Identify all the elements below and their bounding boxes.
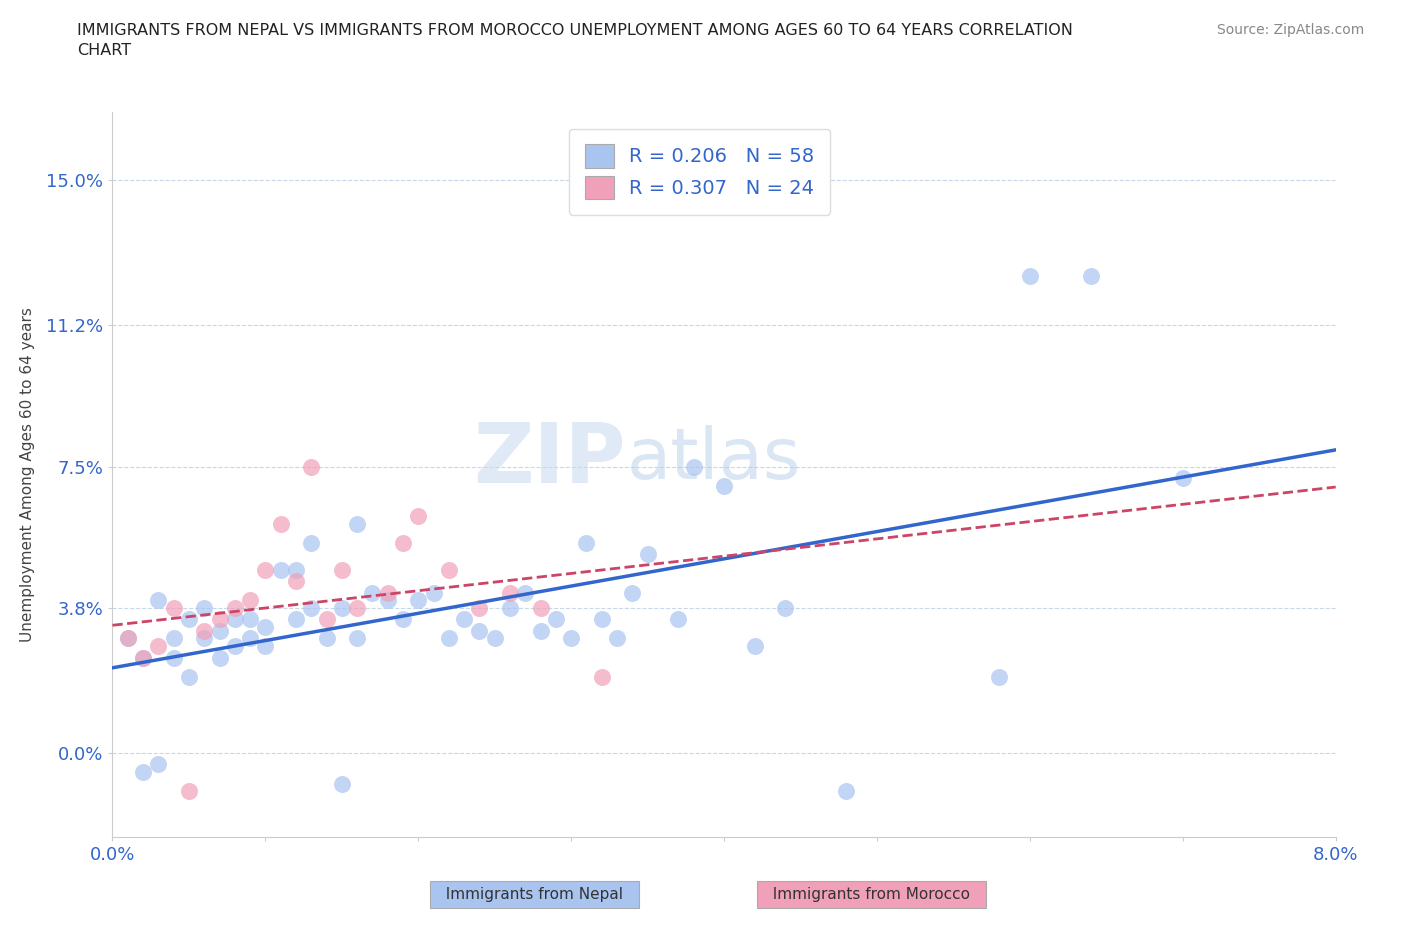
Point — [529, 623, 551, 638]
Point — [515, 585, 537, 600]
Point — [299, 601, 322, 616]
Point — [224, 639, 246, 654]
Point — [148, 639, 170, 654]
Point — [377, 592, 399, 607]
Point — [208, 650, 231, 665]
Point — [193, 623, 215, 638]
Point — [591, 670, 613, 684]
Point — [408, 592, 430, 607]
Point — [315, 631, 337, 646]
Y-axis label: Unemployment Among Ages 60 to 64 years: Unemployment Among Ages 60 to 64 years — [20, 307, 35, 642]
Point — [177, 612, 200, 627]
Point — [208, 623, 231, 638]
Point — [132, 650, 155, 665]
Point — [392, 612, 415, 627]
Point — [132, 764, 155, 779]
Point — [284, 574, 308, 589]
Point — [270, 516, 292, 531]
Point — [254, 619, 277, 634]
Point — [437, 631, 460, 646]
Point — [377, 585, 399, 600]
Point — [606, 631, 628, 646]
Point — [392, 536, 415, 551]
Point — [591, 612, 613, 627]
Legend: R = 0.206   N = 58, R = 0.307   N = 24: R = 0.206 N = 58, R = 0.307 N = 24 — [569, 128, 830, 215]
Point — [1171, 471, 1194, 485]
Point — [499, 585, 522, 600]
Point — [163, 631, 186, 646]
Point — [666, 612, 689, 627]
Point — [254, 563, 277, 578]
Point — [544, 612, 567, 627]
Point — [315, 612, 337, 627]
Point — [163, 601, 186, 616]
Point — [468, 601, 491, 616]
Point — [988, 670, 1011, 684]
Point — [270, 563, 292, 578]
Point — [346, 601, 368, 616]
Point — [284, 612, 308, 627]
Point — [560, 631, 582, 646]
Point — [437, 563, 460, 578]
Point — [163, 650, 186, 665]
Point — [254, 639, 277, 654]
Point — [529, 601, 551, 616]
Point — [637, 547, 659, 562]
Point — [239, 592, 262, 607]
Point — [835, 784, 858, 799]
Point — [239, 631, 262, 646]
Text: Immigrants from Morocco: Immigrants from Morocco — [763, 887, 980, 902]
Point — [484, 631, 506, 646]
Point — [177, 784, 200, 799]
Text: IMMIGRANTS FROM NEPAL VS IMMIGRANTS FROM MOROCCO UNEMPLOYMENT AMONG AGES 60 TO 6: IMMIGRANTS FROM NEPAL VS IMMIGRANTS FROM… — [77, 23, 1073, 58]
Point — [361, 585, 384, 600]
Text: atlas: atlas — [626, 425, 800, 494]
Point — [499, 601, 522, 616]
Point — [468, 623, 491, 638]
Point — [422, 585, 444, 600]
Point — [299, 459, 322, 474]
Point — [148, 592, 170, 607]
Point — [682, 459, 704, 474]
Point — [408, 509, 430, 524]
Point — [177, 670, 200, 684]
Point — [330, 777, 353, 791]
Point — [453, 612, 475, 627]
Point — [224, 612, 246, 627]
Point — [193, 631, 215, 646]
Point — [148, 757, 170, 772]
Point — [208, 612, 231, 627]
Point — [330, 563, 353, 578]
Point — [346, 516, 368, 531]
Text: Immigrants from Nepal: Immigrants from Nepal — [436, 887, 633, 902]
Point — [575, 536, 598, 551]
Point — [299, 536, 322, 551]
Point — [1080, 269, 1102, 284]
Point — [284, 563, 308, 578]
Text: ZIP: ZIP — [474, 419, 626, 500]
Point — [117, 631, 139, 646]
Point — [1018, 269, 1040, 284]
Point — [193, 601, 215, 616]
Point — [330, 601, 353, 616]
Point — [621, 585, 644, 600]
Text: Source: ZipAtlas.com: Source: ZipAtlas.com — [1216, 23, 1364, 37]
Point — [239, 612, 262, 627]
Point — [224, 601, 246, 616]
Point — [744, 639, 766, 654]
Point — [713, 478, 735, 493]
Point — [346, 631, 368, 646]
Point — [773, 601, 796, 616]
Point — [132, 650, 155, 665]
Point — [117, 631, 139, 646]
